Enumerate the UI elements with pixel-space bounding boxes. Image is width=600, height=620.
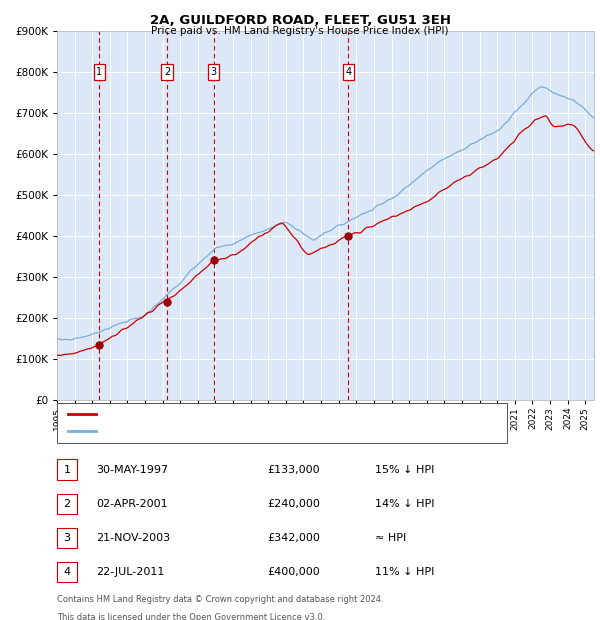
Text: 21-NOV-2003: 21-NOV-2003 <box>96 533 170 543</box>
Text: 1: 1 <box>97 67 103 77</box>
Text: Contains HM Land Registry data © Crown copyright and database right 2024.: Contains HM Land Registry data © Crown c… <box>57 595 383 604</box>
Text: 2: 2 <box>164 67 170 77</box>
Text: 14% ↓ HPI: 14% ↓ HPI <box>375 498 434 509</box>
Text: 2: 2 <box>64 498 70 509</box>
Text: 2A, GUILDFORD ROAD, FLEET, GU51 3EH (detached house): 2A, GUILDFORD ROAD, FLEET, GU51 3EH (det… <box>102 409 392 419</box>
Text: 2A, GUILDFORD ROAD, FLEET, GU51 3EH: 2A, GUILDFORD ROAD, FLEET, GU51 3EH <box>149 14 451 27</box>
Text: £342,000: £342,000 <box>267 533 320 543</box>
Text: 4: 4 <box>346 67 352 77</box>
Text: 11% ↓ HPI: 11% ↓ HPI <box>375 567 434 577</box>
Text: HPI: Average price, detached house, Hart: HPI: Average price, detached house, Hart <box>102 426 304 436</box>
Text: Price paid vs. HM Land Registry's House Price Index (HPI): Price paid vs. HM Land Registry's House … <box>151 26 449 36</box>
Text: ≈ HPI: ≈ HPI <box>375 533 406 543</box>
Text: 3: 3 <box>211 67 217 77</box>
Text: 02-APR-2001: 02-APR-2001 <box>96 498 167 509</box>
Text: This data is licensed under the Open Government Licence v3.0.: This data is licensed under the Open Gov… <box>57 613 325 620</box>
Text: £400,000: £400,000 <box>267 567 320 577</box>
Text: £133,000: £133,000 <box>267 464 320 475</box>
Text: £240,000: £240,000 <box>267 498 320 509</box>
Text: 15% ↓ HPI: 15% ↓ HPI <box>375 464 434 475</box>
Text: 3: 3 <box>64 533 70 543</box>
Text: 22-JUL-2011: 22-JUL-2011 <box>96 567 164 577</box>
Text: 1: 1 <box>64 464 70 475</box>
Text: 30-MAY-1997: 30-MAY-1997 <box>96 464 168 475</box>
Text: 4: 4 <box>64 567 70 577</box>
